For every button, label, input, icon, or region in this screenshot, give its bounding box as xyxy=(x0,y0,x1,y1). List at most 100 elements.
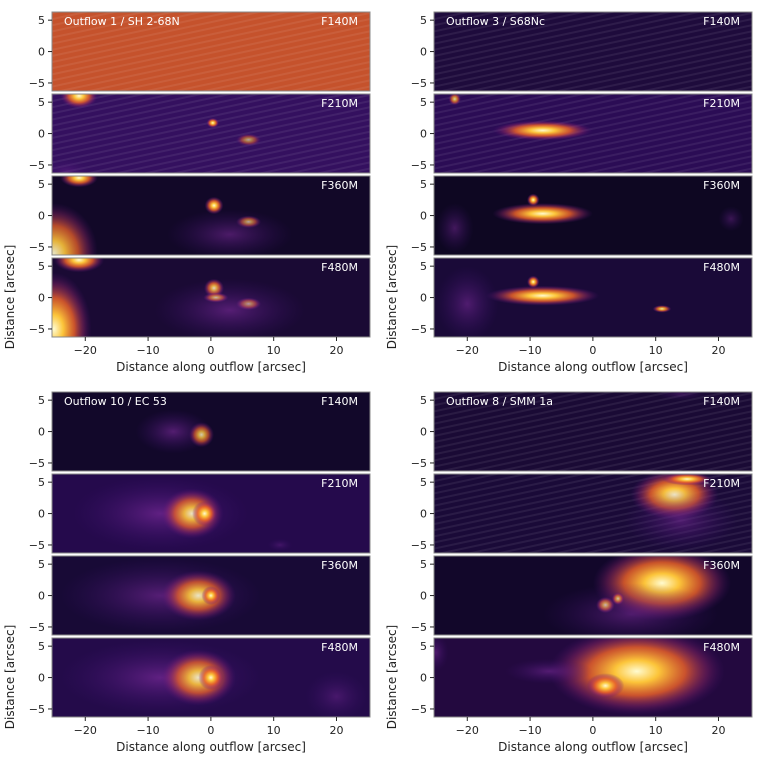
y-tick-label: 5 xyxy=(38,476,45,489)
y-tick-label: 5 xyxy=(420,394,427,407)
emission-feature xyxy=(192,501,218,527)
image-background xyxy=(434,176,752,255)
emission-feature xyxy=(160,570,237,621)
emission-feature xyxy=(542,583,719,635)
emission-feature xyxy=(652,305,672,313)
image-panel: 5 0 −5 F210M xyxy=(411,93,753,174)
y-tick-label: −5 xyxy=(29,159,45,172)
filter-label: F140M xyxy=(321,15,358,28)
x-axis-label: Distance along outflow [arcsec] xyxy=(498,360,688,374)
y-tick-label: 0 xyxy=(38,128,45,141)
emission-feature xyxy=(492,120,593,141)
y-axis-label: Distance [arcsec] xyxy=(3,245,17,350)
filter-label: F480M xyxy=(703,261,740,274)
y-tick-label: 5 xyxy=(38,394,45,407)
filter-label: F480M xyxy=(321,641,358,654)
emission-feature xyxy=(52,272,92,337)
filter-label: F360M xyxy=(703,179,740,192)
y-tick-label: 0 xyxy=(420,292,427,305)
y-tick-label: 5 xyxy=(38,178,45,191)
x-axis-label: Distance along outflow [arcsec] xyxy=(498,740,688,754)
y-tick-label: 5 xyxy=(420,558,427,571)
emission-feature xyxy=(448,94,462,106)
subfigure-title: Outflow 10 / EC 53 xyxy=(64,395,167,408)
y-tick-label: −5 xyxy=(411,77,427,90)
filter-label: F360M xyxy=(703,559,740,572)
emission-feature xyxy=(655,392,706,401)
y-tick-label: −5 xyxy=(411,703,427,716)
image-panel: 5 0 −5 F480M xyxy=(29,257,371,338)
image-panel: 5 0 −5 F210M xyxy=(29,473,371,554)
subfigure: 5 0 −5 Outflow 1 / SH 2-68N F140M 5 0 −5 F210M 5 0… xyxy=(3,11,371,374)
x-axis-label: Distance along outflow [arcsec] xyxy=(116,360,306,374)
noise-texture xyxy=(434,94,752,173)
x-tick-label: −20 xyxy=(74,724,97,737)
image-panel: 5 0 −5 F210M xyxy=(29,93,371,174)
emission-feature xyxy=(52,203,98,255)
y-tick-label: −5 xyxy=(411,621,427,634)
emission-feature xyxy=(486,285,600,306)
y-tick-label: 5 xyxy=(38,96,45,109)
emission-feature xyxy=(661,474,713,486)
emission-feature xyxy=(526,193,540,207)
y-tick-label: 0 xyxy=(420,46,427,59)
emission-feature xyxy=(624,488,738,552)
y-tick-label: 0 xyxy=(38,672,45,685)
x-axis-label: Distance along outflow [arcsec] xyxy=(116,740,306,754)
filter-label: F140M xyxy=(703,395,740,408)
y-tick-label: 0 xyxy=(420,672,427,685)
y-tick-label: 0 xyxy=(38,508,45,521)
y-tick-label: 0 xyxy=(420,128,427,141)
y-tick-label: 5 xyxy=(38,260,45,273)
y-tick-label: 0 xyxy=(38,426,45,439)
x-tick-label: −10 xyxy=(518,724,541,737)
image-panel: 5 0 −5 F360M xyxy=(411,555,753,636)
emission-feature xyxy=(53,258,105,273)
y-tick-label: 0 xyxy=(38,46,45,59)
x-tick-label: −10 xyxy=(518,344,541,357)
filter-label: F210M xyxy=(321,97,358,110)
y-tick-label: 5 xyxy=(420,96,427,109)
emission-feature xyxy=(718,206,744,232)
noise-texture xyxy=(434,392,752,471)
noise-texture xyxy=(52,94,370,173)
y-tick-label: 5 xyxy=(420,14,427,27)
image-panel: 5 0 −5 F360M xyxy=(29,175,371,256)
noise-texture xyxy=(52,12,370,91)
y-tick-label: −5 xyxy=(29,323,45,336)
emission-feature xyxy=(236,133,262,147)
emission-feature xyxy=(206,117,220,128)
y-tick-label: 5 xyxy=(38,558,45,571)
x-tick-label: 0 xyxy=(207,344,214,357)
y-tick-label: −5 xyxy=(29,241,45,254)
x-tick-label: 10 xyxy=(649,724,663,737)
x-tick-label: −20 xyxy=(456,344,479,357)
image-panel: 5 0 −5 F480M xyxy=(411,637,753,718)
x-tick-label: 10 xyxy=(267,724,281,737)
filter-label: F210M xyxy=(703,97,740,110)
y-tick-label: 5 xyxy=(420,178,427,191)
emission-feature xyxy=(305,671,368,717)
filter-label: F140M xyxy=(703,15,740,28)
emission-feature xyxy=(198,665,224,691)
image-panel: 5 0 −5 F360M xyxy=(29,555,371,636)
x-tick-label: −10 xyxy=(136,724,159,737)
y-tick-label: −5 xyxy=(411,457,427,470)
emission-feature xyxy=(188,422,215,448)
filter-label: F360M xyxy=(321,179,358,192)
subfigure-title: Outflow 3 / S68Nc xyxy=(446,15,545,28)
emission-feature xyxy=(548,638,725,716)
y-tick-label: 0 xyxy=(420,210,427,223)
emission-feature xyxy=(166,209,293,255)
y-axis-label: Distance [arcsec] xyxy=(3,625,17,730)
y-tick-label: −5 xyxy=(411,323,427,336)
emission-feature xyxy=(504,658,593,684)
x-tick-label: 0 xyxy=(589,344,596,357)
image-panel: 5 0 −5 F210M xyxy=(411,473,753,554)
noise-texture xyxy=(434,12,752,91)
x-tick-label: 10 xyxy=(649,344,663,357)
emission-feature xyxy=(154,278,306,337)
y-tick-label: 5 xyxy=(38,14,45,27)
y-tick-label: 0 xyxy=(420,590,427,603)
y-tick-label: 5 xyxy=(420,260,427,273)
